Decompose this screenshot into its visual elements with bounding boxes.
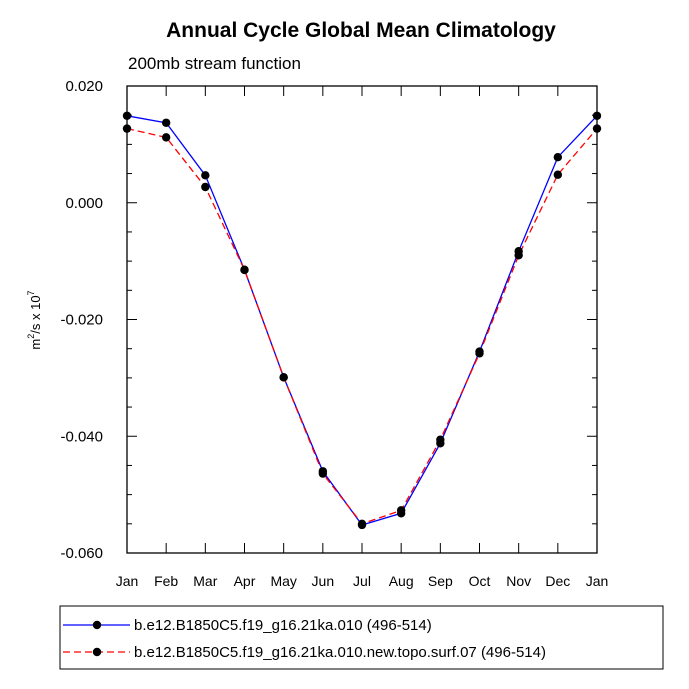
- series-1-point: [592, 111, 602, 120]
- y-tick-label: -0.040: [60, 428, 103, 445]
- y-tick-label: 0.000: [65, 195, 103, 212]
- legend-box: [59, 605, 664, 670]
- x-tick-label: Jun: [312, 573, 335, 589]
- x-tick-label: Dec: [545, 573, 570, 589]
- series-1-point: [553, 153, 563, 162]
- legend: b.e12.B1850C5.f19_g16.21ka.010 (496-514)…: [63, 617, 546, 661]
- series-2-point: [475, 349, 484, 358]
- series-2-point: [553, 170, 563, 179]
- legend-label-1: b.e12.B1850C5.f19_g16.21ka.010 (496-514): [134, 617, 432, 634]
- series-2-point: [318, 469, 328, 478]
- y-tick-label: 0.020: [65, 78, 103, 95]
- chart-subtitle: 200mb stream function: [128, 54, 301, 73]
- x-tick-label: Jul: [353, 573, 371, 589]
- series-1-point: [122, 111, 132, 120]
- x-axis: Jan Feb Mar Apr May Jun Jul Aug Sep Oct Nov Dec Jan: [116, 86, 609, 589]
- series-1-point: [201, 171, 210, 180]
- x-tick-label: Apr: [234, 573, 256, 589]
- series-2-point: [514, 251, 523, 260]
- x-tick-label: Feb: [154, 573, 178, 589]
- series-2-point: [279, 373, 288, 382]
- series-line-2: [126, 127, 598, 525]
- series-2-point: [240, 265, 249, 275]
- x-tick-label: Oct: [469, 573, 491, 589]
- plot-frame: [126, 85, 598, 554]
- legend-marker-2: [92, 647, 102, 657]
- y-tick-label: -0.060: [60, 545, 103, 562]
- series-2-point: [122, 124, 132, 133]
- x-tick-label: Mar: [193, 573, 217, 589]
- y-axis-label-sup2: 7: [26, 290, 36, 295]
- series-2-point: [201, 182, 210, 192]
- y-axis-label: m2/s x 107: [26, 290, 43, 349]
- y-axis: -0.060 -0.040 -0.020 0.000 0.020: [60, 78, 597, 562]
- series-2-point: [592, 124, 602, 133]
- x-tick-label: Jan: [116, 573, 139, 589]
- legend-marker-1: [92, 620, 102, 630]
- x-tick-label: Sep: [428, 573, 453, 589]
- x-tick-label: May: [270, 573, 296, 589]
- y-axis-label-mid: /s x 10: [28, 295, 43, 333]
- x-tick-label: Aug: [389, 573, 414, 589]
- series-layer: [122, 111, 602, 530]
- y-axis-label-base: m: [28, 339, 43, 350]
- x-tick-label: Nov: [506, 573, 531, 589]
- series-1-point: [161, 118, 171, 127]
- x-tick-label: Jan: [586, 573, 609, 589]
- series-2-point: [357, 519, 367, 529]
- legend-label-2: b.e12.B1850C5.f19_g16.21ka.010.new.topo.…: [134, 644, 546, 661]
- y-tick-label: -0.020: [60, 312, 103, 329]
- y-axis-label-sup1: 2: [26, 334, 36, 339]
- series-2-point: [161, 133, 171, 142]
- series-2-point: [396, 506, 406, 515]
- chart-title: Annual Cycle Global Mean Climatology: [166, 19, 556, 42]
- series-2-point: [436, 435, 445, 444]
